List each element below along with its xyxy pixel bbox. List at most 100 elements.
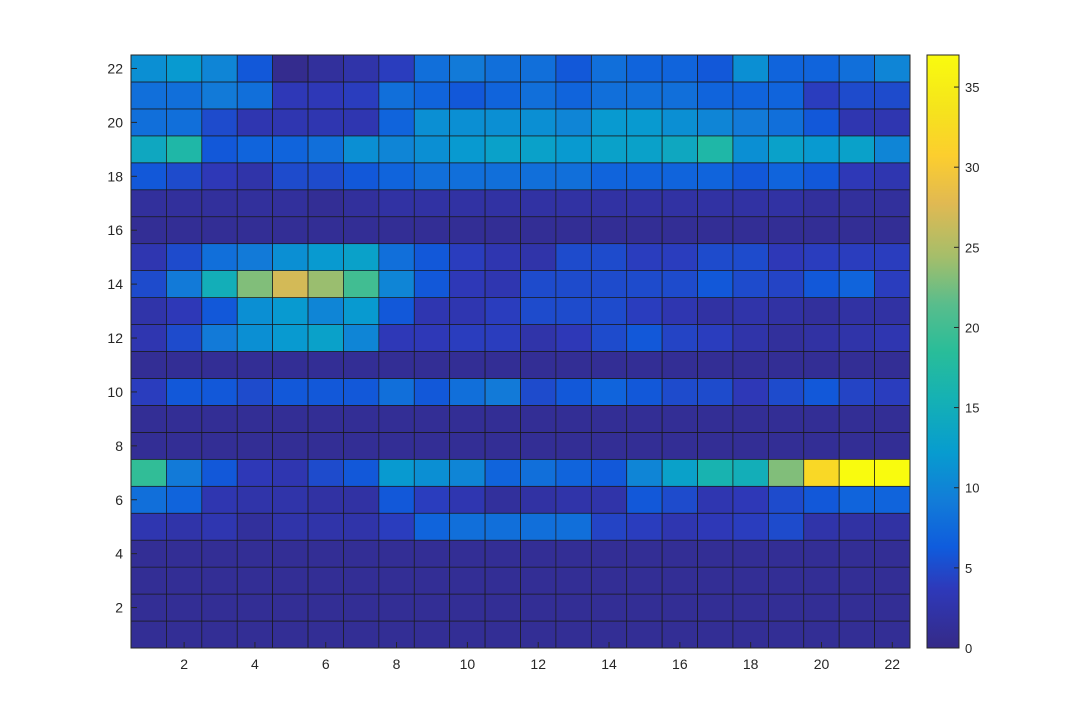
heatmap-cell bbox=[166, 432, 203, 460]
heatmap-cell bbox=[874, 108, 911, 137]
heatmap-cell bbox=[803, 593, 840, 622]
heatmap-cell bbox=[590, 512, 628, 541]
heatmap-cell bbox=[697, 351, 734, 379]
heatmap-cell bbox=[803, 351, 840, 379]
heatmap-cell bbox=[201, 458, 238, 487]
heatmap-cell bbox=[449, 539, 486, 568]
heatmap-cell bbox=[343, 243, 380, 271]
heatmap-cell bbox=[697, 539, 734, 568]
heatmap-cell bbox=[378, 566, 415, 595]
heatmap-cell bbox=[484, 108, 521, 137]
heatmap-cell bbox=[378, 162, 415, 191]
heatmap-cell bbox=[626, 405, 663, 433]
x-tick-label: 14 bbox=[601, 656, 617, 672]
heatmap-cell bbox=[236, 485, 273, 514]
heatmap-cell bbox=[555, 324, 592, 352]
heatmap-cell bbox=[555, 593, 592, 622]
heatmap-cell bbox=[838, 405, 875, 433]
heatmap-cell bbox=[343, 432, 380, 460]
heatmap-cell bbox=[307, 405, 344, 433]
heatmap-cell bbox=[838, 432, 875, 460]
heatmap-cell bbox=[874, 593, 911, 622]
heatmap-cell bbox=[590, 566, 628, 595]
heatmap-cell bbox=[343, 566, 380, 595]
heatmap-cell bbox=[343, 81, 380, 110]
heatmap-cell bbox=[378, 297, 415, 325]
heatmap-cell bbox=[590, 458, 628, 487]
heatmap-cell bbox=[661, 351, 698, 379]
heatmap-cell bbox=[484, 297, 521, 325]
heatmap-cell bbox=[520, 189, 557, 218]
heatmap-cell bbox=[697, 566, 734, 595]
heatmap-cell bbox=[272, 458, 309, 487]
heatmap-cell bbox=[590, 108, 628, 137]
heatmap-cell bbox=[838, 378, 875, 406]
heatmap-cell bbox=[413, 135, 451, 164]
y-axis: 2 4 6 8 10 12 14 16 18 20 22 bbox=[107, 60, 137, 616]
x-axis: 2 4 6 8 10 12 14 16 18 20 22 bbox=[180, 642, 900, 672]
heatmap-cell bbox=[838, 162, 875, 191]
heatmap-cell bbox=[166, 162, 203, 191]
heatmap-cell bbox=[768, 593, 805, 622]
heatmap-cell bbox=[732, 593, 769, 622]
heatmap-cell bbox=[166, 378, 203, 406]
heatmap-cell bbox=[838, 243, 875, 271]
heatmap-cell bbox=[449, 566, 486, 595]
heatmap-cell bbox=[768, 81, 805, 110]
heatmap-cell bbox=[732, 135, 769, 164]
heatmap-cell bbox=[413, 432, 451, 460]
colorbar-tick-label: 35 bbox=[965, 80, 979, 95]
heatmap-cell bbox=[732, 485, 769, 514]
heatmap-cell bbox=[413, 485, 451, 514]
heatmap-cell bbox=[166, 108, 203, 137]
heatmap-cell bbox=[838, 620, 875, 649]
heatmap-cell bbox=[343, 458, 380, 487]
heatmap-cell bbox=[484, 539, 521, 568]
heatmap-cell bbox=[768, 270, 805, 298]
heatmap-cell bbox=[803, 324, 840, 352]
heatmap-cell bbox=[343, 620, 380, 649]
heatmap-cell bbox=[732, 243, 769, 271]
heatmap-cell bbox=[838, 458, 875, 487]
heatmap-cell bbox=[555, 243, 592, 271]
heatmap-cell bbox=[343, 297, 380, 325]
y-tick-label: 6 bbox=[115, 492, 123, 508]
heatmap-cell bbox=[768, 243, 805, 271]
heatmap-cell bbox=[626, 189, 663, 218]
heatmap-cell bbox=[272, 593, 309, 622]
heatmap-cell bbox=[874, 432, 911, 460]
heatmap-cell bbox=[626, 108, 663, 137]
heatmap-cell bbox=[236, 458, 273, 487]
heatmap-cell bbox=[732, 108, 769, 137]
heatmap-cell bbox=[803, 108, 840, 137]
heatmap-cell bbox=[768, 432, 805, 460]
heatmap-cell bbox=[166, 54, 203, 83]
heatmap-cell bbox=[484, 270, 521, 298]
heatmap-cell bbox=[272, 270, 309, 298]
heatmap-cell bbox=[343, 216, 380, 245]
heatmap-cell bbox=[236, 135, 273, 164]
heatmap-cell bbox=[413, 351, 451, 379]
heatmap-cell bbox=[697, 216, 734, 245]
heatmap-cell bbox=[343, 324, 380, 352]
heatmap-cell bbox=[732, 81, 769, 110]
heatmap-cell bbox=[874, 566, 911, 595]
heatmap-cell bbox=[590, 378, 628, 406]
heatmap-cell bbox=[413, 54, 451, 83]
heatmap-cell bbox=[768, 189, 805, 218]
heatmap-cell bbox=[626, 81, 663, 110]
heatmap-cell bbox=[661, 485, 698, 514]
heatmap-cell bbox=[555, 432, 592, 460]
heatmap-cell bbox=[732, 162, 769, 191]
x-tick-label: 2 bbox=[180, 656, 188, 672]
heatmap-cell bbox=[838, 512, 875, 541]
heatmap-cell bbox=[838, 324, 875, 352]
heatmap-cell bbox=[484, 620, 521, 649]
colorbar-tick-label: 25 bbox=[965, 240, 979, 255]
heatmap-cell bbox=[697, 324, 734, 352]
heatmap-cell bbox=[378, 378, 415, 406]
heatmap-cell bbox=[697, 270, 734, 298]
heatmap-cell bbox=[803, 54, 840, 83]
heatmap-cell bbox=[236, 324, 273, 352]
heatmap-cell bbox=[697, 243, 734, 271]
